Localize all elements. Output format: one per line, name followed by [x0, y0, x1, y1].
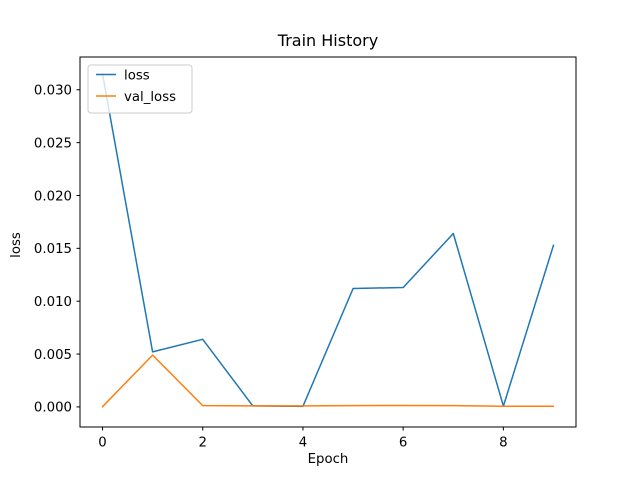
y-tick-label: 0.015	[34, 242, 72, 257]
y-tick-label: 0.030	[34, 84, 72, 99]
axes-frame	[79, 56, 577, 428]
y-axis-label: loss	[9, 232, 24, 258]
chart-title: Train History	[277, 31, 378, 50]
y-tick-label: 0.005	[34, 348, 72, 363]
x-tick-label: 4	[299, 436, 307, 451]
legend	[87, 64, 193, 114]
y-tick-label: 0.025	[34, 136, 72, 151]
axes-content: 0 2 4 6 8 0.000 0.005 0.010 0.015 0.020 0.025 0.030…	[34, 56, 577, 451]
x-tick-label: 2	[199, 436, 207, 451]
x-axis-label: Epoch	[308, 452, 349, 467]
line-loss	[101, 73, 555, 408]
x-tick-label: 0	[98, 436, 106, 451]
legend-label-val_loss: val_loss	[124, 90, 176, 105]
y-tick-label: 0.010	[34, 295, 72, 310]
legend-label-loss: loss	[124, 68, 150, 83]
y-tick-label: 0.000	[34, 401, 72, 416]
x-tick-label: 6	[399, 436, 407, 451]
x-tick-label: 8	[499, 436, 507, 451]
line-val_loss	[101, 354, 555, 408]
y-tick-label: 0.020	[34, 189, 72, 204]
